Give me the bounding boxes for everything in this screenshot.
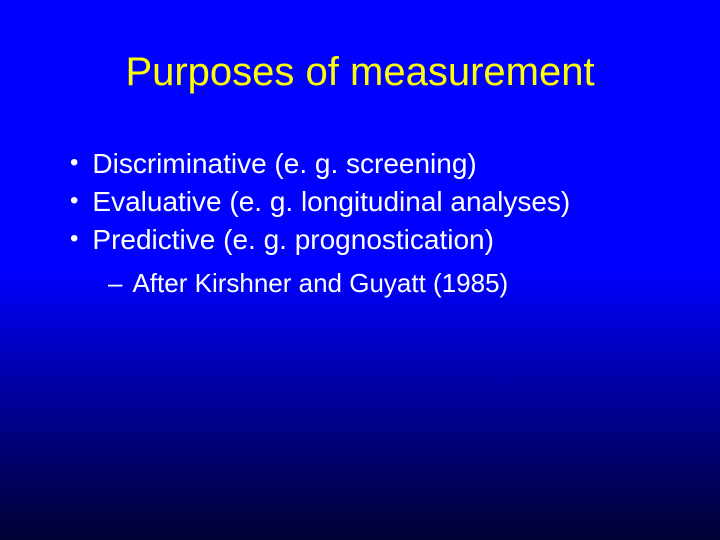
- slide-title: Purposes of measurement: [60, 50, 660, 95]
- bullet-text: Evaluative (e. g. longitudinal analyses): [92, 183, 570, 221]
- dash-marker-icon: –: [108, 266, 122, 301]
- bullet-item: • Discriminative (e. g. screening): [70, 145, 660, 183]
- bullet-marker-icon: •: [70, 145, 78, 181]
- slide-container: Purposes of measurement • Discriminative…: [0, 0, 720, 540]
- bullet-text: Predictive (e. g. prognostication): [92, 221, 494, 259]
- bullet-item: • Predictive (e. g. prognostication): [70, 221, 660, 259]
- bullet-text: Discriminative (e. g. screening): [92, 145, 476, 183]
- sub-bullet-item: – After Kirshner and Guyatt (1985): [108, 266, 660, 301]
- bullet-marker-icon: •: [70, 183, 78, 219]
- bullet-marker-icon: •: [70, 221, 78, 257]
- bullet-item: • Evaluative (e. g. longitudinal analyse…: [70, 183, 660, 221]
- sub-bullet-list: – After Kirshner and Guyatt (1985): [60, 266, 660, 301]
- sub-bullet-text: After Kirshner and Guyatt (1985): [132, 266, 508, 301]
- bullet-list: • Discriminative (e. g. screening) • Eva…: [60, 145, 660, 258]
